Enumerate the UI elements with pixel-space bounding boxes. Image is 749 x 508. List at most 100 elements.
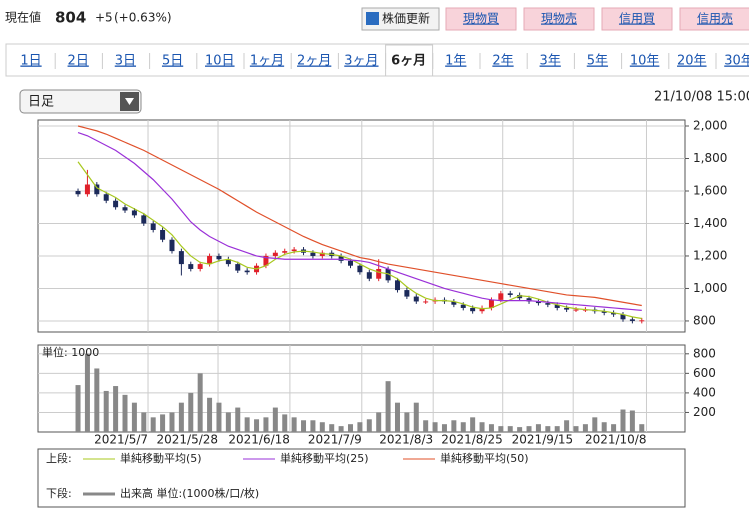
y-tick-label: 1,800	[693, 151, 727, 165]
refresh-label[interactable]: 株価更新	[382, 11, 430, 26]
volume-bar	[413, 402, 419, 432]
tab[interactable]: 3日	[115, 54, 136, 69]
tab[interactable]: 5年	[587, 54, 608, 69]
candle-body	[545, 303, 551, 305]
tab[interactable]: 5日	[162, 54, 183, 69]
candle-body	[319, 252, 325, 256]
y-tick-label: 800	[693, 346, 716, 360]
volume-bar	[620, 409, 626, 432]
trade-button[interactable]	[445, 7, 517, 31]
volume-bar	[272, 407, 278, 432]
volume-bar	[573, 426, 579, 432]
volume-bar	[319, 422, 325, 432]
tab-bar	[5, 43, 749, 77]
volume-bar	[385, 381, 391, 432]
y-tick-label: 400	[693, 385, 716, 399]
volume-bar	[263, 417, 269, 432]
candle-body	[498, 293, 504, 300]
volume-bar	[348, 424, 354, 432]
tab[interactable]: 10日	[205, 54, 235, 69]
volume-bar	[592, 417, 598, 432]
trade-button-label[interactable]: 信用売	[697, 11, 733, 26]
legend-box	[37, 448, 686, 508]
volume-bar	[479, 422, 485, 432]
candle-body	[517, 294, 523, 299]
volume-bar	[441, 424, 447, 432]
candle-body	[394, 280, 400, 291]
candle-body	[470, 307, 476, 312]
volume-bar	[507, 426, 513, 432]
trade-button-label[interactable]: 現物売	[541, 11, 577, 26]
candle-body	[282, 251, 288, 253]
interval-label[interactable]: 日足	[28, 95, 54, 110]
volume-bar	[498, 426, 504, 432]
trade-button[interactable]	[523, 7, 595, 31]
candle-body	[113, 200, 119, 208]
tab[interactable]: 1ヶ月	[250, 54, 284, 69]
volume-bar	[282, 414, 288, 432]
trade-button[interactable]	[601, 7, 673, 31]
candle-body	[357, 265, 363, 273]
candle-body	[366, 272, 372, 279]
tab[interactable]: 30年	[724, 54, 749, 69]
price: 804	[55, 9, 86, 27]
tab[interactable]: 6ヶ月	[391, 54, 426, 69]
tab[interactable]: 2年	[492, 54, 513, 69]
x-tick-label: 2021/5/7	[94, 433, 148, 447]
candle-body	[75, 190, 81, 195]
candle-body	[404, 290, 410, 297]
candle-body	[573, 309, 579, 311]
y-tick-label: 1,000	[693, 281, 727, 295]
x-tick-label: 2021/6/18	[228, 433, 290, 447]
candle-body	[84, 184, 90, 195]
volume-bar	[310, 420, 316, 432]
legend-entry: 単純移動平均(50)	[440, 451, 529, 465]
trade-button-label[interactable]: 信用買	[619, 12, 655, 26]
legend-entry: 単純移動平均(25)	[280, 451, 369, 465]
tab[interactable]: 20年	[677, 54, 707, 69]
tab[interactable]: 10年	[630, 54, 660, 69]
volume-bar	[84, 353, 90, 432]
x-tick-label: 2021/5/28	[156, 433, 218, 447]
trade-button[interactable]	[679, 7, 749, 31]
candle-body	[122, 207, 128, 211]
candle-body	[169, 239, 175, 252]
volume-bar	[141, 412, 147, 432]
volume-bar	[376, 412, 382, 432]
tab[interactable]: 3年	[540, 54, 561, 69]
candle-body	[216, 255, 222, 260]
tab[interactable]: 3ヶ月	[344, 54, 378, 69]
volume-bar	[291, 417, 297, 432]
candle-body	[263, 255, 269, 266]
trade-button-label[interactable]: 現物買	[463, 12, 499, 26]
candle-body	[131, 210, 137, 216]
candle-body	[207, 255, 213, 265]
candle-body	[611, 312, 617, 315]
volume-bar	[394, 402, 400, 432]
candle-body	[554, 304, 560, 308]
x-tick-label: 2021/9/15	[512, 433, 574, 447]
candle-body	[460, 304, 466, 308]
y-tick-label: 200	[693, 405, 716, 419]
candle-body	[291, 249, 297, 252]
refresh-button[interactable]	[361, 7, 440, 31]
tab[interactable]: 2ヶ月	[297, 54, 331, 69]
volume-bar	[254, 419, 260, 432]
candle-body	[197, 264, 203, 269]
volume-bar	[103, 390, 109, 432]
candle-body	[451, 301, 457, 305]
legend-label: 下段:	[46, 486, 72, 500]
volume-bar	[404, 412, 410, 432]
candle-body	[310, 252, 316, 256]
y-tick-label: 2,000	[693, 119, 727, 133]
volume-bar	[113, 386, 119, 432]
volume-bar	[629, 410, 635, 432]
interval-select[interactable]	[19, 89, 142, 114]
tab[interactable]: 2日	[68, 54, 89, 69]
volume-bar	[338, 426, 344, 432]
price-label: 現在値	[5, 10, 41, 25]
candle-body	[479, 307, 485, 312]
tab[interactable]: 1年	[445, 54, 466, 69]
tab[interactable]: 1日	[20, 54, 41, 69]
candle-body	[103, 194, 109, 201]
